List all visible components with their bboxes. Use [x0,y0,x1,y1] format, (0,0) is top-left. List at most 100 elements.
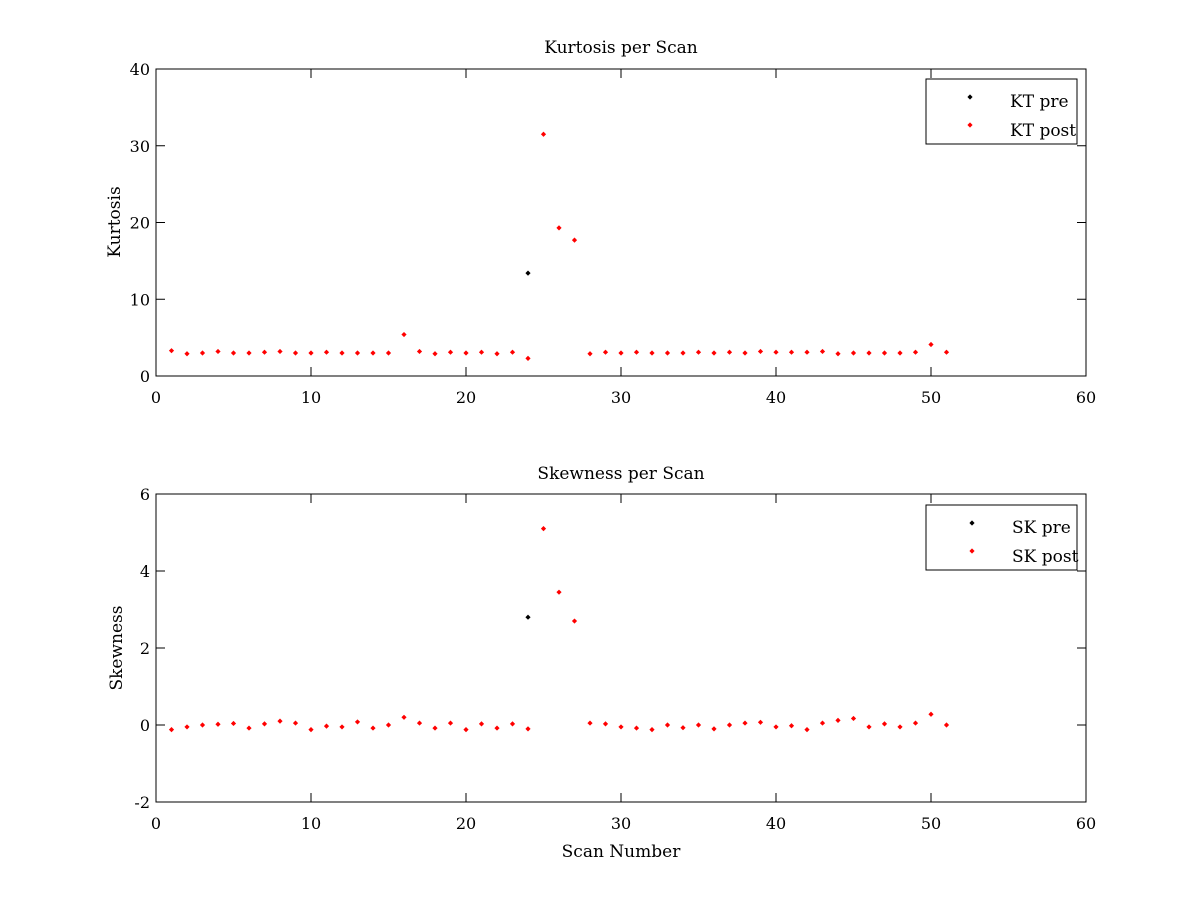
skewness-pre-point [525,614,531,620]
skewness-post-point [587,720,593,726]
skewness-post-point [850,715,857,722]
skewness-x-tick-label: 0 [151,814,161,833]
skewness-post-point [339,724,345,730]
kurtosis-post-point [711,350,717,356]
kurtosis-post-point [416,348,423,355]
kurtosis-post-point [835,351,841,357]
kurtosis-post-point [633,349,640,355]
skewness-y-tick-label: 6 [140,485,150,504]
skewness-post-point [370,725,376,731]
kurtosis-chart-title: Kurtosis per Scan [544,38,698,58]
skewness-post-point [215,721,221,727]
skewness-post-point [323,723,330,729]
kurtosis-pre-point [525,270,531,276]
skewness-post-point [292,720,299,726]
kurtosis-y-axis-label: Kurtosis [105,186,125,257]
kurtosis-legend-marker-pre [967,94,973,100]
skewness-post-point [819,720,826,726]
skewness-post-point [711,726,717,732]
skewness-post-point [571,618,578,624]
kurtosis-post-point [804,349,810,355]
kurtosis-post-point [540,131,547,137]
kurtosis-points [168,131,950,361]
skewness-post-point [680,725,686,731]
skewness-x-tick-label: 20 [456,814,476,833]
kurtosis-post-point [726,349,733,355]
kurtosis-post-point [618,350,624,356]
skewness-legend-box [925,504,1078,571]
skewness-x-tick-label: 40 [766,814,786,833]
kurtosis-post-point [509,349,516,355]
skewness-post-point [463,727,469,733]
kurtosis-x-tick-label: 50 [921,388,941,407]
skewness-post-point [742,720,748,726]
kurtosis-post-point [602,349,609,355]
kurtosis-ticks: 0 10 20 30 40 50 60 0 10 20 30 40 [130,60,1097,407]
skewness-post-point [385,722,392,728]
skewness-post-point [168,727,175,733]
skewness-y-tick-label: 4 [140,562,150,581]
skewness-post-point [447,720,454,726]
skewness-post-point [478,721,485,727]
skewness-post-point [928,711,934,717]
kurtosis-post-point [401,331,407,338]
kurtosis-post-point [819,348,826,355]
skewness-post-point [695,722,702,728]
skewness-post-point [540,526,547,532]
kurtosis-post-point [447,349,454,355]
kurtosis-post-point [308,350,314,356]
skewness-x-tick-label: 30 [611,814,631,833]
kurtosis-y-tick-label: 10 [130,290,150,309]
skewness-post-point [866,724,872,730]
kurtosis-post-point [339,350,345,356]
kurtosis-x-tick-label: 10 [301,388,321,407]
skewness-y-tick-label: -2 [134,793,150,812]
kurtosis-subplot: 0 10 20 30 40 50 60 0 10 20 30 40 Kurtosis per Scan… [105,38,1096,407]
skewness-post-point [401,714,407,720]
skewness-post-point [246,725,252,731]
kurtosis-post-point [742,350,748,356]
kurtosis-y-tick-label: 20 [130,214,150,233]
kurtosis-post-point [385,350,392,356]
skewness-x-tick-label: 10 [301,814,321,833]
kurtosis-post-point [323,349,330,355]
skewness-post-point [649,727,655,733]
kurtosis-x-tick-label: 20 [456,388,476,407]
kurtosis-post-point [850,350,857,356]
kurtosis-post-point [246,350,252,356]
kurtosis-post-point [525,355,531,361]
kurtosis-post-point [199,350,206,356]
skewness-legend-marker-pre [969,520,975,526]
kurtosis-post-point [230,350,237,356]
kurtosis-post-point [928,341,934,348]
kurtosis-post-point [354,350,361,356]
skewness-post-point [525,726,531,732]
kurtosis-legend-marker-post [967,122,973,128]
skewness-points [168,526,950,733]
kurtosis-post-point [215,348,221,355]
kurtosis-post-point [897,350,903,356]
skewness-post-point [230,720,237,727]
skewness-post-point [556,589,562,595]
skewness-post-point [416,720,423,726]
skewness-post-point [308,727,314,733]
kurtosis-x-tick-label: 60 [1076,388,1096,407]
kurtosis-legend-box [925,78,1078,145]
kurtosis-y-tick-label: 0 [140,367,150,386]
skewness-chart-title: Skewness per Scan [537,464,704,484]
kurtosis-post-point [757,348,764,355]
skewness-post-point [664,722,671,728]
skewness-post-point [354,719,361,725]
kurtosis-post-point [184,351,190,357]
skewness-post-point [277,718,283,724]
skewness-post-point [943,722,950,728]
skewness-post-point [494,725,500,731]
kurtosis-post-point [463,350,469,356]
kurtosis-legend-label-post: KT post [1010,121,1076,141]
kurtosis-post-point [478,349,485,355]
kurtosis-post-point [370,350,376,356]
skewness-post-point [261,721,268,727]
kurtosis-post-point [168,348,175,354]
